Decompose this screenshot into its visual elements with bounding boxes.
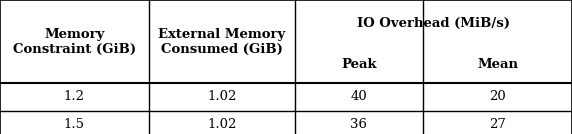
Text: IO Overhead (MiB/s): IO Overhead (MiB/s) <box>357 17 510 30</box>
Text: 1.02: 1.02 <box>207 118 236 131</box>
Text: 36: 36 <box>351 118 367 131</box>
Text: Memory
Constraint (GiB): Memory Constraint (GiB) <box>13 28 136 55</box>
Text: Peak: Peak <box>341 58 377 71</box>
Text: 27: 27 <box>489 118 506 131</box>
Text: 40: 40 <box>351 90 367 103</box>
Text: 1.02: 1.02 <box>207 90 236 103</box>
Text: 20: 20 <box>489 90 506 103</box>
Text: 1.2: 1.2 <box>64 90 85 103</box>
Text: Mean: Mean <box>477 58 518 71</box>
Text: 1.5: 1.5 <box>64 118 85 131</box>
Text: External Memory
Consumed (GiB): External Memory Consumed (GiB) <box>158 28 285 55</box>
